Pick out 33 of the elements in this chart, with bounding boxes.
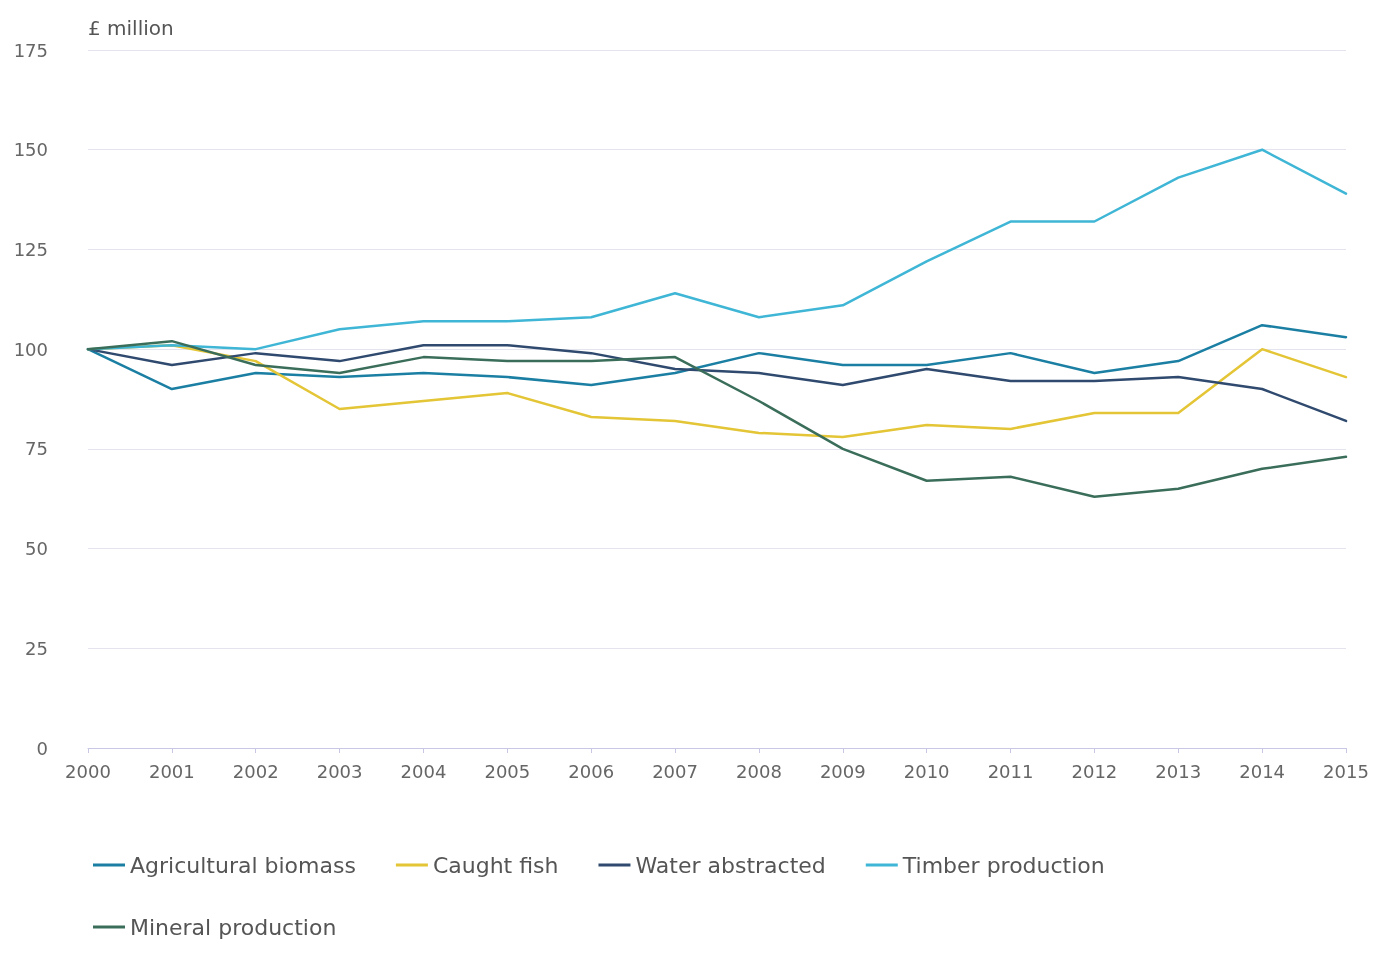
y-tick-label: 175 <box>13 39 48 61</box>
y-tick-label: 125 <box>13 238 48 260</box>
x-tick-label: 2004 <box>400 760 447 782</box>
x-tick-label: 2010 <box>903 760 950 782</box>
legend-label: Mineral production <box>130 914 337 940</box>
legend-label: Timber production <box>901 852 1105 878</box>
x-tick-label: 2008 <box>736 760 782 782</box>
x-tick-label: 2014 <box>1239 760 1286 782</box>
y-tick-label: 100 <box>13 338 48 360</box>
x-tick-label: 2001 <box>148 760 195 782</box>
x-tick-label: 2003 <box>316 760 363 782</box>
x-tick-label: 2000 <box>65 760 111 782</box>
x-tick-label: 2015 <box>1323 760 1369 782</box>
legend-label: Caught fish <box>432 852 559 878</box>
legend-label: Agricultural biomass <box>130 852 356 878</box>
x-tick-label: 2006 <box>568 760 615 782</box>
x-tick-label: 2007 <box>652 760 698 782</box>
y-tick-label: 25 <box>25 637 48 659</box>
y-tick-label: 50 <box>25 538 48 560</box>
line-series <box>86 323 1348 391</box>
line-series <box>86 343 1348 423</box>
y-tick-label: 150 <box>13 139 48 161</box>
line-series <box>86 339 1348 498</box>
x-tick-label: 2011 <box>987 760 1034 782</box>
legend-label: Water abstracted <box>635 852 826 878</box>
x-tick-label: 2005 <box>484 760 531 782</box>
y-axis-title: £ million <box>88 16 174 40</box>
y-tick-label: 75 <box>25 438 48 460</box>
x-tick-label: 2002 <box>232 760 279 782</box>
x-tick-label: 2012 <box>1071 760 1118 782</box>
y-tick-label: 0 <box>36 737 48 759</box>
x-tick-label: 2009 <box>819 760 866 782</box>
x-tick-label: 2013 <box>1155 760 1202 782</box>
